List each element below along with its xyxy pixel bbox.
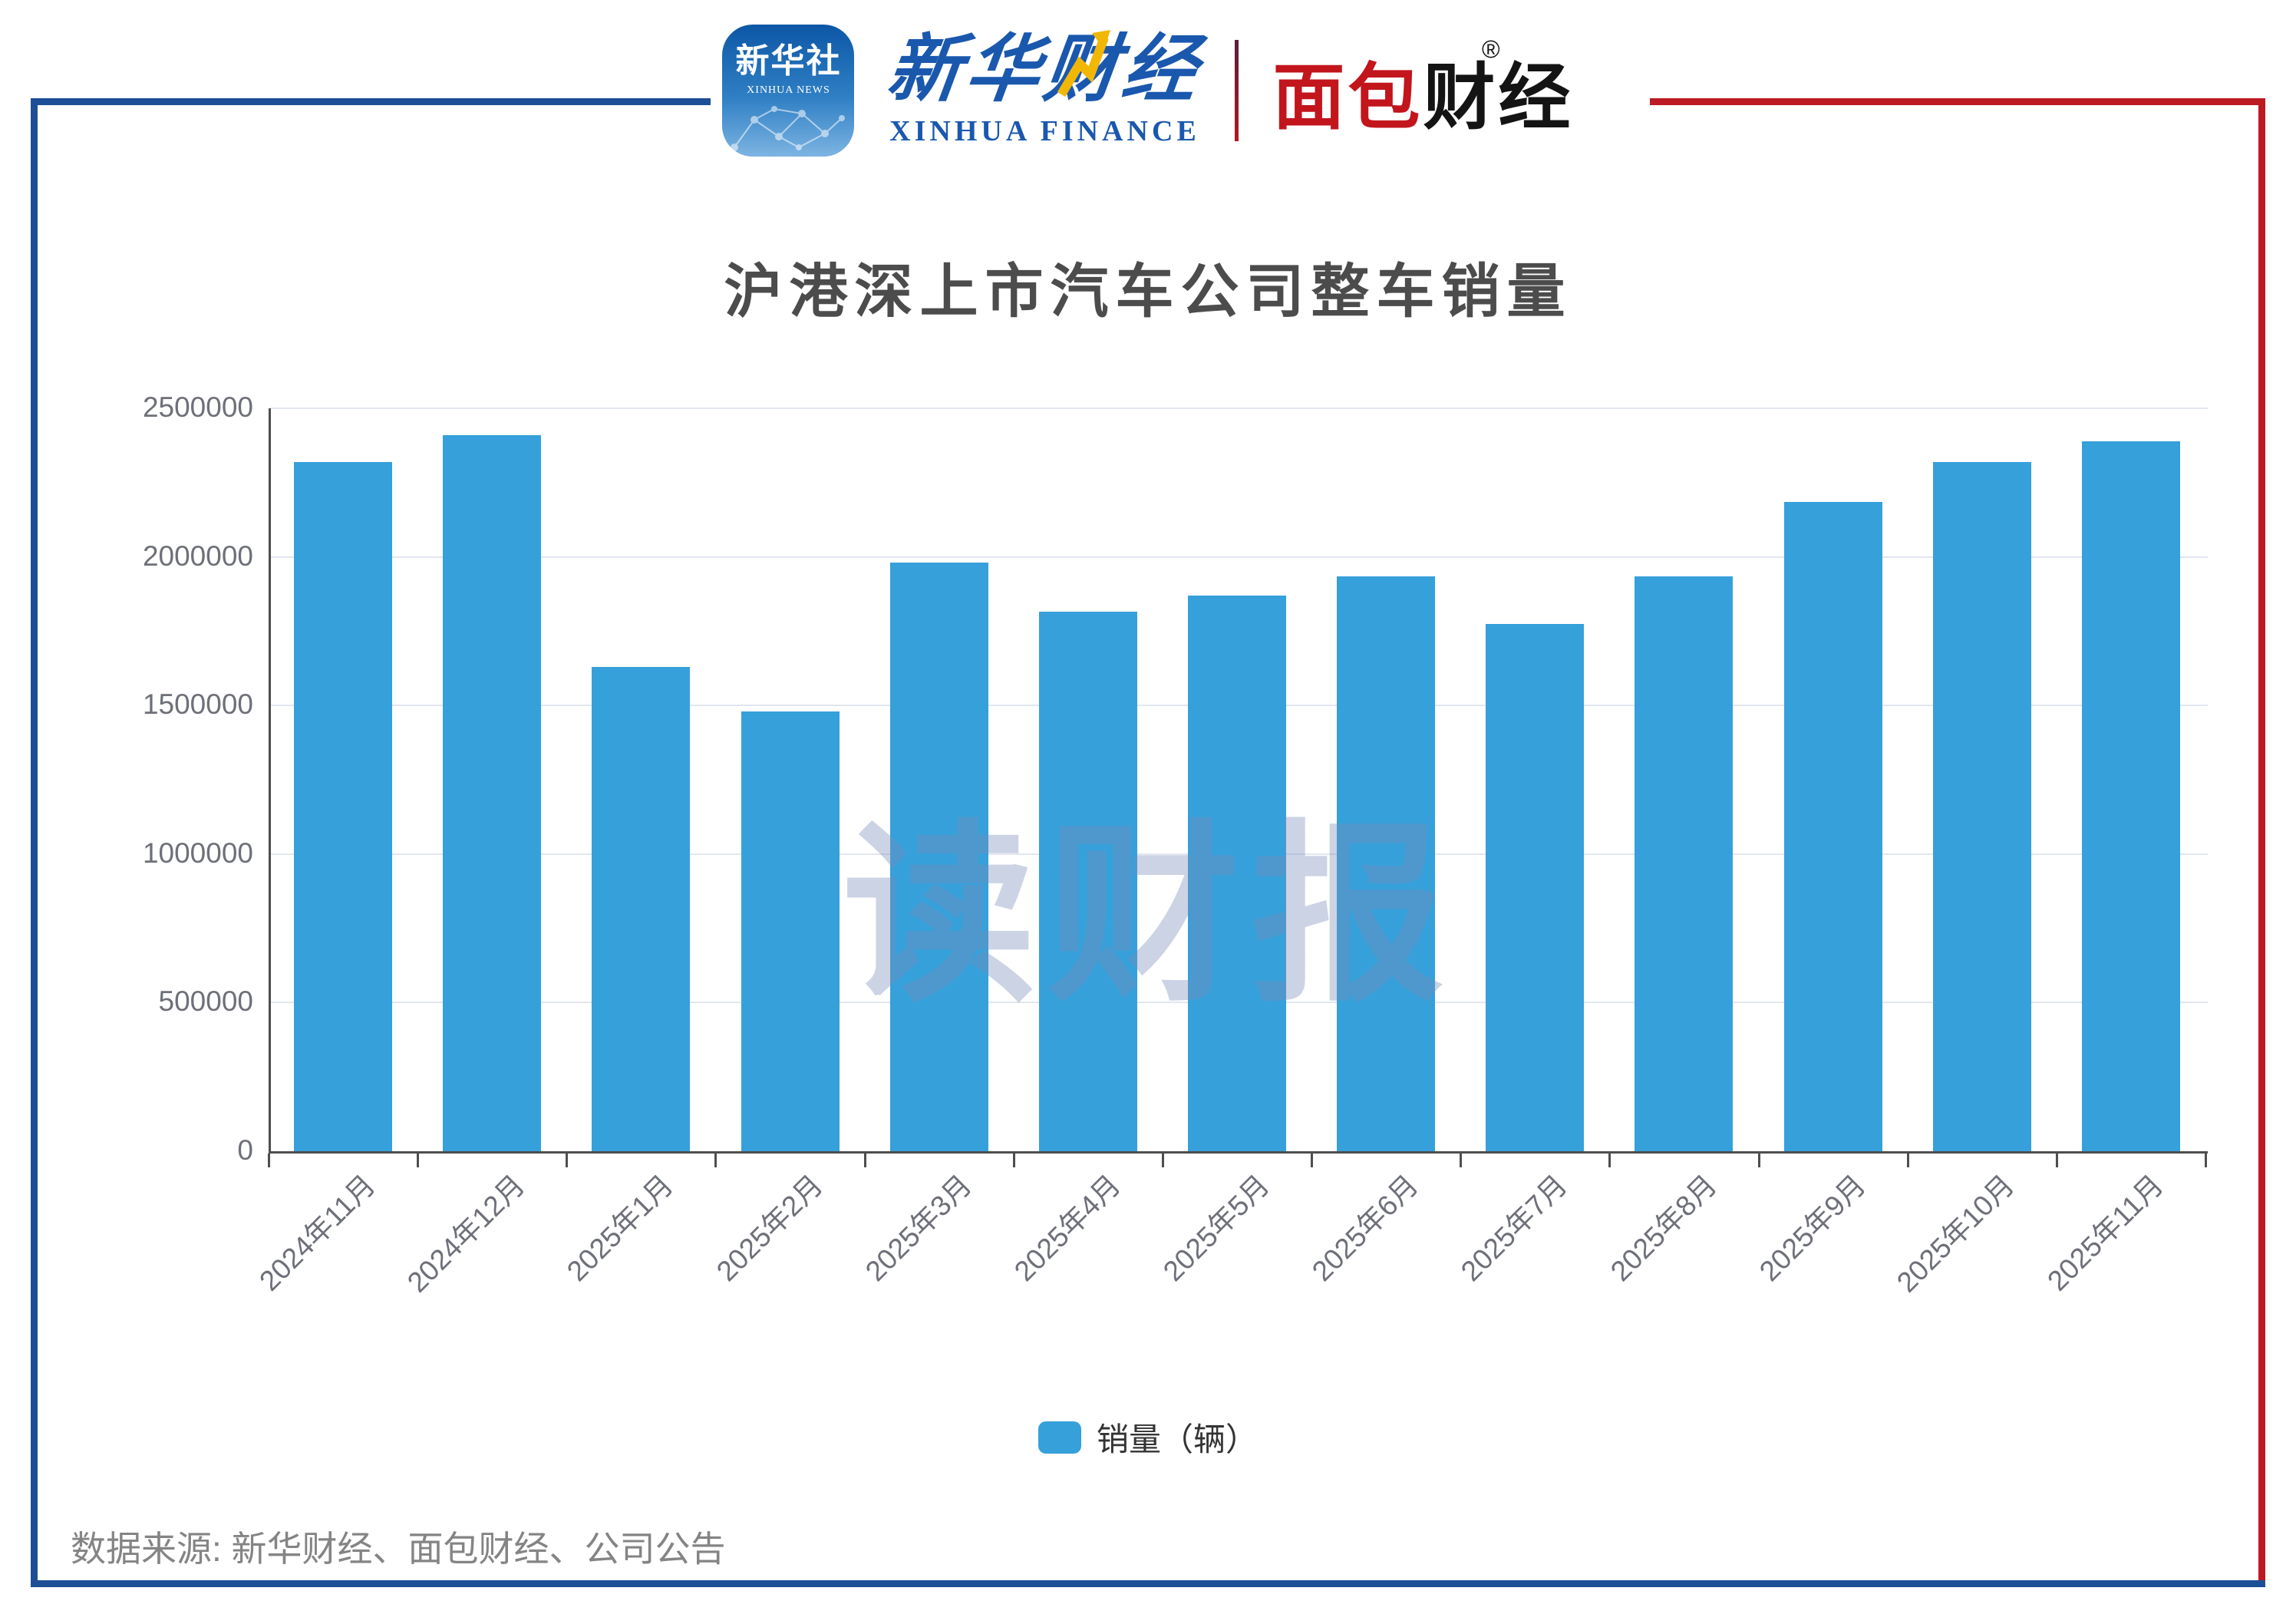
bar (443, 434, 542, 1151)
legend: 销量（辆） (0, 1414, 2296, 1461)
registered-trademark-icon: ® (1481, 35, 1503, 63)
mianbao-black-label: 财经 (1423, 57, 1574, 137)
y-axis-tick-label: 2500000 (142, 391, 253, 423)
bar (1337, 576, 1436, 1151)
legend-swatch (1037, 1421, 1081, 1454)
frame-left-blue-line (31, 98, 38, 1587)
x-axis-tick (2055, 1154, 2058, 1167)
xinhua-finance-logo: 新华财经 XINHUA FINANCE (883, 28, 1206, 148)
x-axis-tick (2205, 1154, 2207, 1167)
y-axis-tick-label: 1500000 (142, 688, 253, 721)
network-dots-icon (731, 106, 846, 151)
x-axis-tick (1012, 1154, 1015, 1167)
bar (294, 461, 393, 1151)
frame-right-red-line (2258, 98, 2265, 1580)
bar (1188, 595, 1286, 1151)
x-axis-tick (1608, 1154, 1611, 1167)
header-divider (1235, 40, 1239, 141)
x-axis-tick (566, 1154, 569, 1167)
y-axis-tick-label: 1000000 (142, 837, 253, 869)
x-axis-tick (1161, 1154, 1164, 1167)
bar (1038, 612, 1137, 1151)
bar (889, 563, 988, 1151)
x-axis-tick (1757, 1154, 1760, 1167)
y-axis-tick-label: 0 (237, 1134, 253, 1166)
xinhua-news-cn-label: 新华社 (735, 42, 842, 80)
source-note: 数据来源: 新华财经、面包财经、公司公告 (71, 1529, 726, 1569)
x-axis-line (269, 1151, 2208, 1154)
x-axis-tick (1311, 1154, 1314, 1167)
watermark-text: 读财报 (843, 808, 1456, 1024)
xinhua-finance-cn-label: 新华财经 (882, 28, 1207, 111)
bar (1486, 623, 1585, 1151)
header-logos: 新华社 XINHUA NEWS 新华财经 XIN (0, 14, 2296, 167)
bar (1783, 501, 1882, 1151)
x-axis-tick (714, 1154, 718, 1167)
x-axis-tick (417, 1154, 420, 1167)
x-axis-tick (863, 1154, 866, 1167)
gold-arrow-icon (1057, 30, 1111, 97)
frame-top-blue-line (31, 98, 711, 105)
x-axis-tick (1460, 1154, 1463, 1167)
bar (2081, 441, 2180, 1151)
y-axis-tick-label: 2000000 (142, 540, 253, 572)
bar (592, 666, 691, 1151)
frame-bottom-blue-line (31, 1580, 2265, 1587)
bar (1932, 461, 2031, 1151)
gridline (270, 408, 2208, 409)
xinhua-news-app-icon: 新华社 XINHUA NEWS (722, 25, 855, 157)
xinhua-finance-en-label: XINHUA FINANCE (889, 115, 1200, 147)
mianbao-red-label: 面包 (1272, 57, 1423, 137)
bar (1635, 576, 1734, 1151)
y-axis-line (269, 408, 271, 1154)
frame-top-red-line (1650, 98, 2265, 105)
bar (741, 711, 840, 1151)
legend-label: 销量（辆） (1096, 1421, 1258, 1457)
gridline (270, 556, 2208, 558)
y-axis-tick-label: 500000 (158, 985, 253, 1018)
mianbao-finance-logo: 面包财经 ® (1272, 37, 1574, 137)
xinhua-news-en-label: XINHUA NEWS (747, 84, 830, 96)
chart-title: 沪港深上市汽车公司整车销量 (724, 259, 1572, 325)
x-axis-tick (1906, 1154, 1909, 1167)
x-axis-tick (268, 1154, 270, 1167)
